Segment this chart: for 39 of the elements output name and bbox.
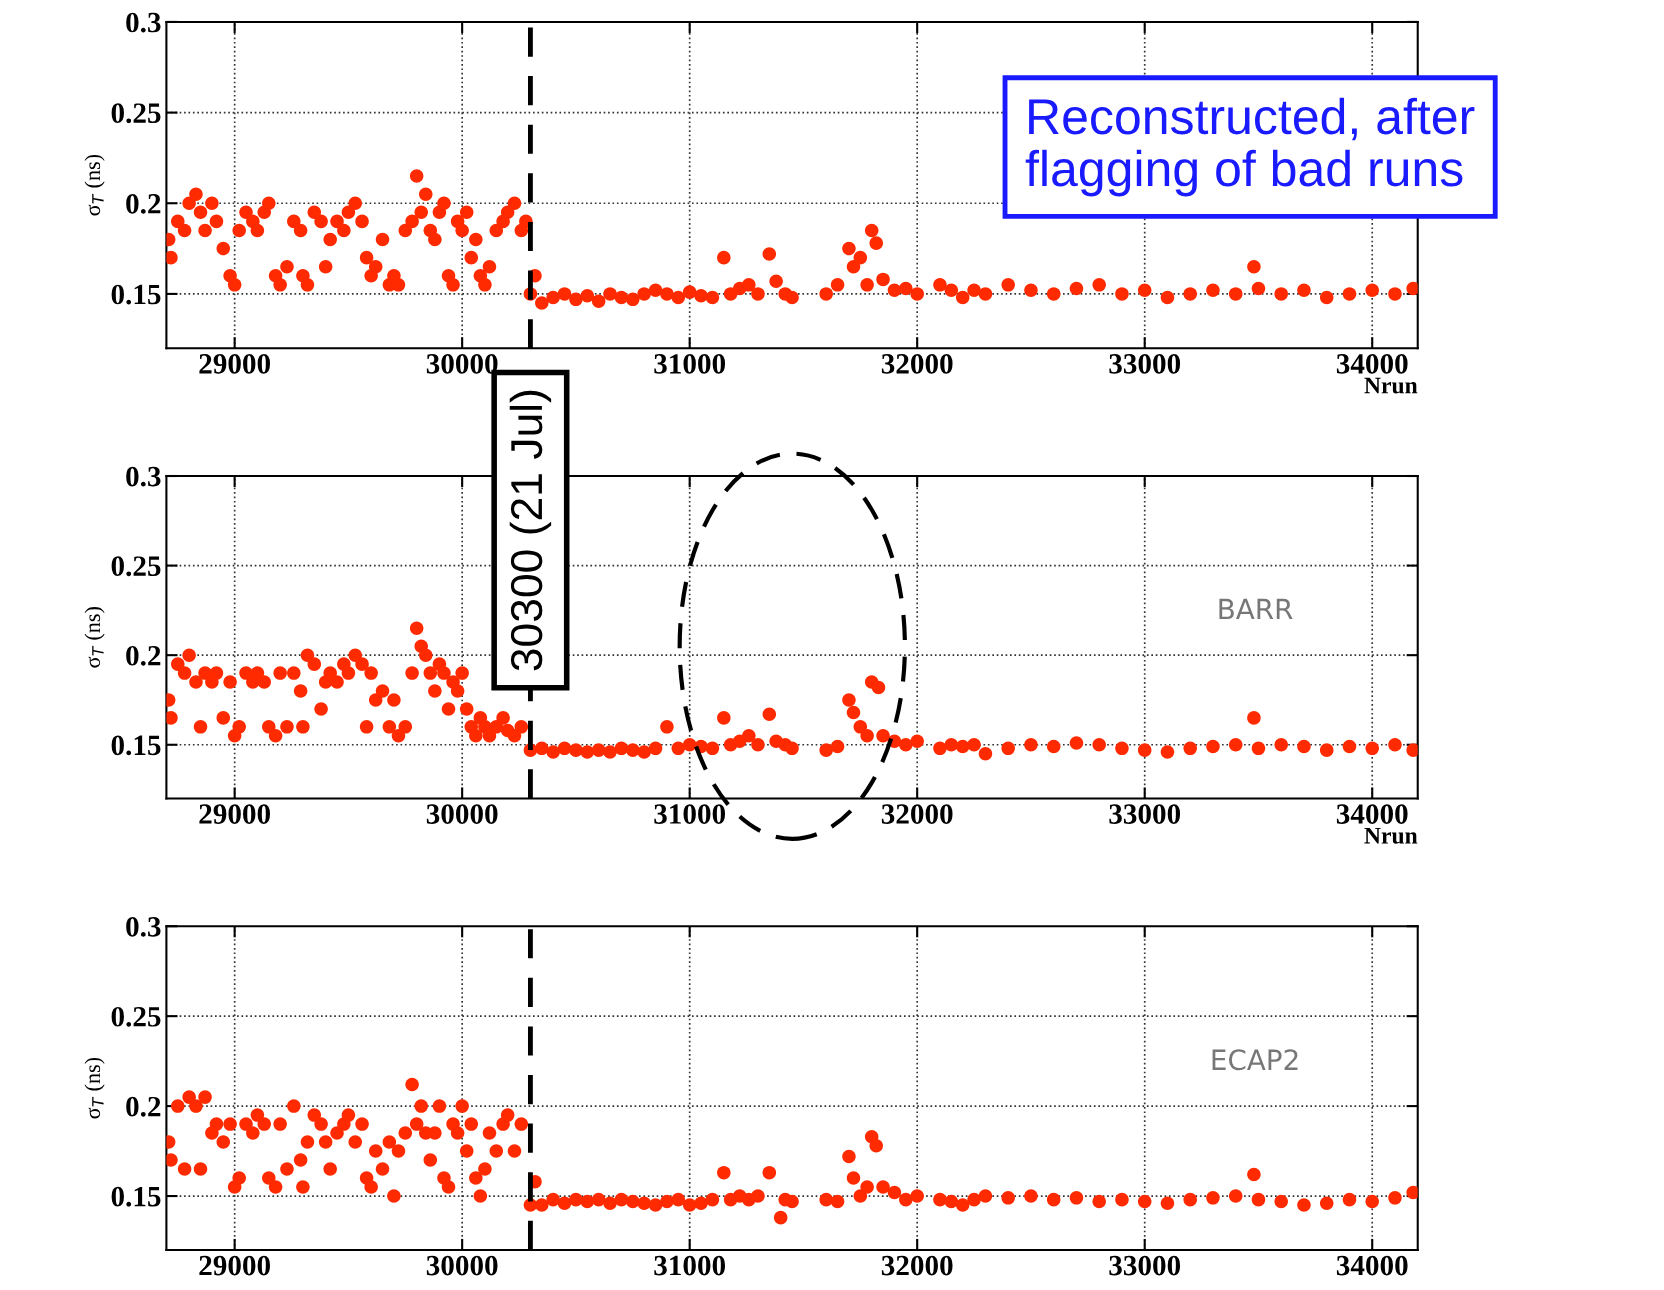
x-tick-label: 33000: [1109, 354, 1181, 374]
x-tick-label: 31000: [654, 804, 726, 824]
y-tick-label: 0.15: [111, 284, 161, 305]
x-tick-label: 31000: [654, 354, 726, 374]
y-tick-label: 0.15: [111, 1186, 161, 1207]
x-tick-label: 34000: [1336, 1255, 1408, 1276]
x-tick-label: 30000: [426, 804, 498, 824]
x-axis-title: Nrun: [1364, 377, 1418, 394]
x-tick-label: 32000: [881, 354, 953, 374]
x-tick-label: 34000: [1336, 804, 1408, 824]
x-tick-label: 31000: [654, 1255, 726, 1276]
y-tick-label: 0.25: [111, 556, 161, 577]
y-axis-title: σ$_{T}$ (ns): [84, 607, 105, 668]
y-tick-label: 0.25: [111, 1006, 161, 1027]
x-tick-label: 32000: [881, 804, 953, 824]
x-tick-label: 34000: [1336, 354, 1408, 374]
y-tick-label: 0.2: [126, 193, 161, 214]
y-axis-title: σ$_{T}$ (ns): [84, 154, 105, 216]
x-axis-title: Nrun: [1364, 827, 1418, 844]
x-tick-label: 29000: [199, 1255, 270, 1276]
y-tick-label: 0.3: [126, 12, 161, 33]
x-tick-label: 33000: [1109, 804, 1181, 824]
ref-line-label: 30300 (21 Jul): [509, 390, 552, 671]
x-tick-label: 30000: [426, 354, 498, 374]
annotation: Reconstructed, after flagging of bad runs: [1025, 97, 1475, 197]
x-tick-label: 29000: [199, 804, 270, 824]
x-tick-label: 29000: [199, 354, 270, 374]
x-tick-label: 33000: [1109, 1255, 1181, 1276]
y-axis-title: σ$_{T}$ (ns): [84, 1057, 105, 1119]
annotation: ECAP2: [1212, 1049, 1298, 1071]
y-tick-label: 0.15: [111, 735, 161, 756]
y-tick-label: 0.25: [111, 103, 161, 124]
x-tick-label: 30000: [426, 1255, 498, 1276]
annotation: BARR: [1219, 598, 1293, 620]
y-tick-label: 0.2: [126, 645, 161, 666]
y-tick-label: 0.3: [126, 466, 161, 487]
y-tick-label: 0.2: [126, 1096, 161, 1117]
y-tick-label: 0.3: [126, 916, 161, 937]
x-tick-label: 32000: [881, 1255, 953, 1276]
